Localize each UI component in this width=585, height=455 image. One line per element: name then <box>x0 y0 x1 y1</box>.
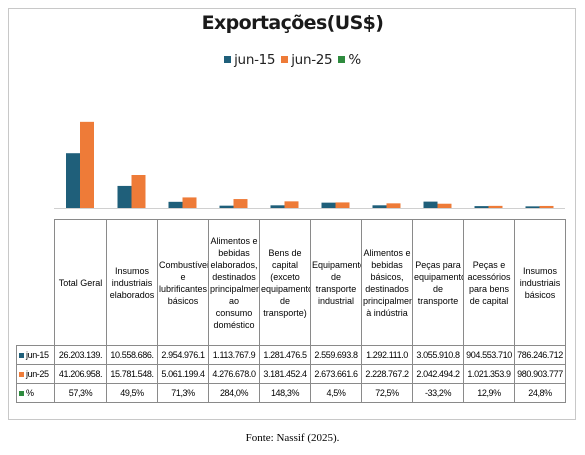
value-cell: -33,2% <box>412 383 464 403</box>
table-header-row: Total Geral Insumos industriais elaborado… <box>16 219 566 346</box>
value-cell: 1.021.353.9 <box>463 364 515 384</box>
bar-jun-15-1 <box>117 185 132 208</box>
value-cell: 5.061.199.4 <box>157 364 209 384</box>
value-cell: 284,0% <box>208 383 260 403</box>
bar-plot-area <box>54 121 565 209</box>
category-header: Total Geral <box>54 219 107 346</box>
value-cell: 2.228.767.2 <box>361 364 413 384</box>
value-cell: 15.781.548. <box>106 364 158 384</box>
legend-item: jun-15 <box>224 52 276 68</box>
bar-jun-15-0 <box>66 153 80 208</box>
chart-legend: jun-15 jun-25% <box>0 52 585 68</box>
value-cell: 1.292.111.0 <box>361 345 413 365</box>
value-cell: 980.903.777 <box>514 364 566 384</box>
category-header: Equipamentos de transporte industrial <box>310 219 362 346</box>
value-cell: 2.559.693.8 <box>310 345 362 365</box>
value-cell: 1.113.767.9 <box>208 345 260 365</box>
table-row: % 57,3% 49,5% 71,3% 284,0% 148,3% 4,5% 72,5% -33… <box>16 383 566 403</box>
series-row-label: jun-15 <box>16 345 55 365</box>
value-cell: 3.181.452.4 <box>259 364 311 384</box>
legend-label: % <box>348 52 361 68</box>
series-name: jun-25 <box>26 369 49 379</box>
value-cell: 3.055.910.8 <box>412 345 464 365</box>
legend-swatch <box>338 56 346 63</box>
category-header: Insumos industriais elaborados <box>106 219 158 346</box>
value-cell: 41.206.958. <box>54 364 107 384</box>
data-table: Total Geral Insumos industriais elaborado… <box>16 219 566 403</box>
value-cell: 12,9% <box>463 383 515 403</box>
category-header: Alimentos e bebidas elaborados, destinad… <box>208 219 260 346</box>
bar-jun-15-9 <box>525 206 540 208</box>
bar-jun-25-2 <box>182 197 197 208</box>
bar-jun-25-4 <box>284 201 299 208</box>
series-name: jun-15 <box>26 350 49 360</box>
value-cell: 904.553.710 <box>463 345 515 365</box>
bar-jun-15-5 <box>321 202 336 208</box>
bar-jun-25-8 <box>488 205 503 208</box>
series-swatch <box>19 353 24 358</box>
category-header: Alimentos e bebidas básicos, destinados … <box>361 219 413 346</box>
legend-label: jun-15 <box>234 52 276 68</box>
legend-item: % <box>338 52 361 68</box>
category-header: Peças para equipamentos de transporte <box>412 219 464 346</box>
bar-jun-15-8 <box>474 206 489 208</box>
legend-swatch <box>281 56 289 63</box>
bar-jun-25-6 <box>386 203 401 208</box>
value-cell: 2.954.976.1 <box>157 345 209 365</box>
chart-title: Exportações(US$) <box>201 12 384 34</box>
bar-jun-25-0 <box>80 121 94 208</box>
legend-label: jun-25 <box>291 52 333 68</box>
series-swatch <box>19 372 24 377</box>
value-cell: 49,5% <box>106 383 158 403</box>
figure-source: Fonte: Nassif (2025). <box>245 432 340 444</box>
series-row-label: jun-25 <box>16 364 55 384</box>
bar-jun-15-6 <box>372 205 387 208</box>
value-cell: 57,3% <box>54 383 107 403</box>
bar-jun-25-3 <box>233 199 248 208</box>
bar-jun-25-9 <box>539 205 554 208</box>
bar-jun-25-5 <box>335 202 350 208</box>
value-cell: 786.246.712 <box>514 345 566 365</box>
value-cell: 24,8% <box>514 383 566 403</box>
value-cell: 26.203.139. <box>54 345 107 365</box>
bar-jun-25-7 <box>437 203 452 208</box>
table-row: jun-25 41.206.958. 15.781.548. 5.061.199.4 4… <box>16 364 566 384</box>
series-row-label: % <box>16 383 55 403</box>
series-name: % <box>26 388 34 398</box>
bar-jun-25-1 <box>131 175 146 208</box>
bar-jun-15-3 <box>219 205 234 208</box>
value-cell: 71,3% <box>157 383 209 403</box>
value-cell: 72,5% <box>361 383 413 403</box>
legend-item: jun-25 <box>281 52 333 68</box>
value-cell: 1.281.476.5 <box>259 345 311 365</box>
bar-jun-15-2 <box>168 201 183 208</box>
category-header: Bens de capital (exceto equipamentos de … <box>259 219 311 346</box>
value-cell: 2.673.661.6 <box>310 364 362 384</box>
value-cell: 4,5% <box>310 383 362 403</box>
series-swatch <box>19 391 24 396</box>
bar-jun-15-7 <box>423 201 438 208</box>
value-cell: 4.276.678.0 <box>208 364 260 384</box>
value-cell: 2.042.494.2 <box>412 364 464 384</box>
category-header: Insumos industriais básicos <box>514 219 566 346</box>
category-header: Peças e acessórios para bens de capital <box>463 219 515 346</box>
value-cell: 10.558.686. <box>106 345 158 365</box>
table-corner-cell <box>16 219 55 346</box>
legend-swatch <box>224 56 232 63</box>
table-row: jun-15 26.203.139. 10.558.686. 2.954.976.1 1… <box>16 345 566 365</box>
value-cell: 148,3% <box>259 383 311 403</box>
bar-jun-15-4 <box>270 205 285 208</box>
category-header: Combustíveis e lubrificantes básicos <box>157 219 209 346</box>
